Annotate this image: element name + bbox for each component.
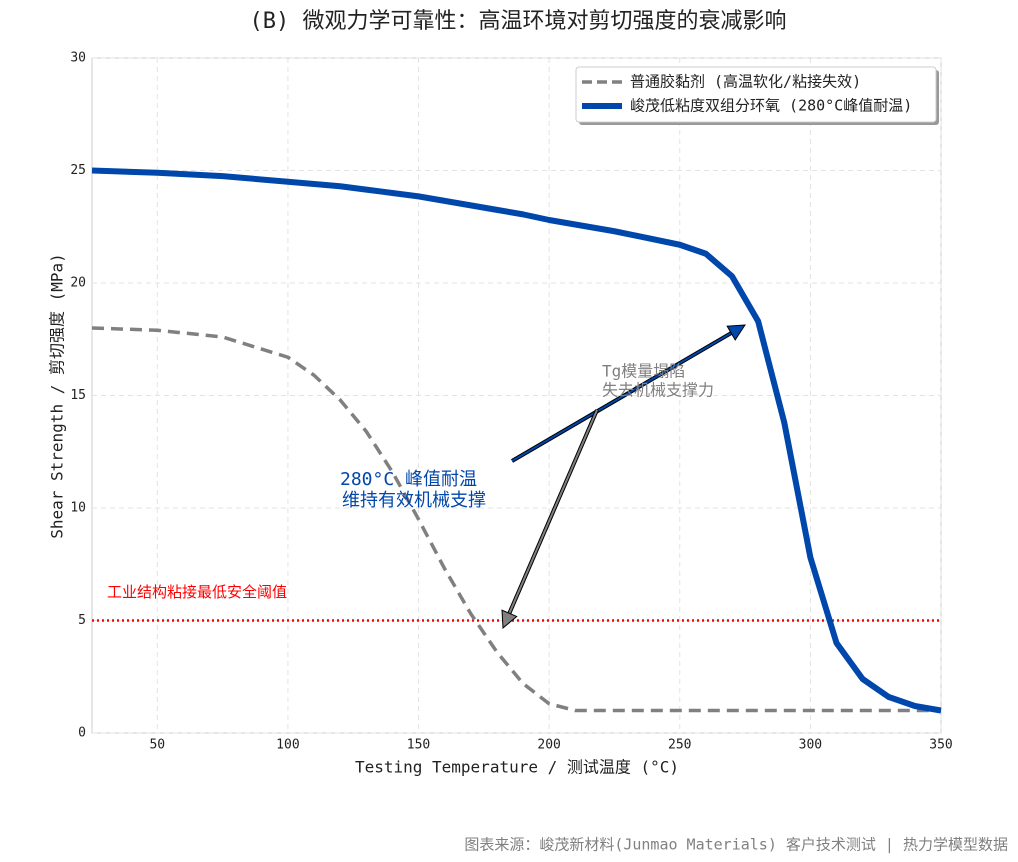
y-tick-label: 25 <box>70 163 86 178</box>
threshold-label: 工业结构粘接最低安全阈值 <box>107 583 287 601</box>
y-tick-label: 0 <box>78 726 86 741</box>
x-tick-label: 200 <box>537 738 560 753</box>
x-tick-label: 300 <box>799 738 822 753</box>
arrow-shaft <box>511 332 732 462</box>
annotation-arrow <box>501 409 599 630</box>
annotation-arrow <box>510 324 746 463</box>
legend-label: 普通胶黏剂 (高温软化/粘接失效) <box>630 73 861 91</box>
y-tick-label: 15 <box>70 388 86 403</box>
legend-box <box>575 66 937 123</box>
x-axis-label: Testing Temperature / 测试温度 (°C) <box>355 758 679 777</box>
y-tick-label: 10 <box>70 501 86 516</box>
arrow-head <box>501 609 518 630</box>
x-tick-label: 250 <box>668 738 691 753</box>
series-line <box>91 167 942 714</box>
x-tick-label: 150 <box>407 738 430 753</box>
chart-title: (B) 微观力学可靠性：高温环境对剪切强度的衰减影响 <box>250 9 787 34</box>
y-tick-label: 5 <box>78 613 86 628</box>
annotation-text: 失去机械支撑力 <box>602 381 714 400</box>
annotation-text: 维持有效机械支撑 <box>342 490 486 511</box>
y-tick-label: 20 <box>70 276 86 291</box>
source-note: 图表来源：峻茂新材料(Junmao Materials) 客户技术测试 | 热力… <box>464 836 1008 854</box>
x-tick-label: 350 <box>929 738 952 753</box>
x-tick-label: 100 <box>276 738 299 753</box>
arrow-shaft <box>508 409 598 614</box>
x-tick-label: 50 <box>149 738 165 753</box>
y-axis-label: Shear Strength / 剪切强度 (MPa) <box>48 253 67 539</box>
y-tick-label: 30 <box>70 51 86 66</box>
arrow-head <box>726 324 746 341</box>
annotation-text: Tg模量塌陷 <box>602 362 685 381</box>
series-line <box>91 326 941 713</box>
legend-label: 峻茂低粘度双组分环氧 (280°C峰值耐温) <box>630 97 912 115</box>
annotation-text: 280°C 峰值耐温 <box>340 469 477 490</box>
